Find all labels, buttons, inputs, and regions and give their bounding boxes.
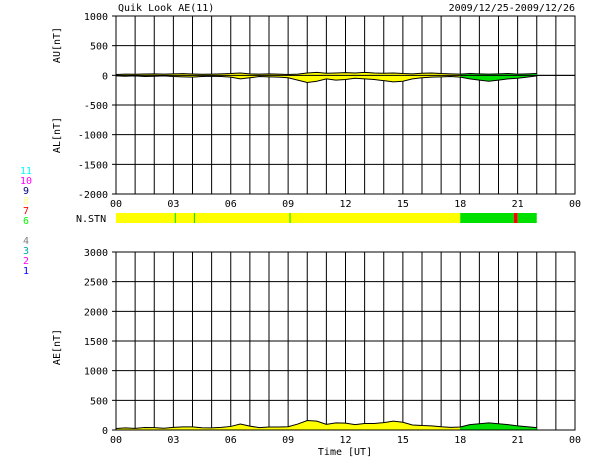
au-al-y-tick-label: -500 [84,101,108,112]
au-al-y-tick-label: -2000 [78,190,108,201]
x-axis-label: Time [UT] [318,447,372,458]
ae-x-tick-label: 03 [167,435,179,446]
station-legend-item: 1 [23,266,29,277]
station-legend-item: 10 [20,176,32,187]
ae-y-tick-label: 500 [90,396,108,407]
ae-ae-line [115,420,537,430]
station-legend-item: 11 [20,166,32,177]
station-legend-item: 5 [23,226,29,237]
ae-x-tick-label: 06 [225,435,237,446]
al-axis-label: AL[nT] [52,117,63,153]
au-axis-label: AU[nT] [52,27,63,63]
station-bar-segment [116,213,461,223]
ae-x-tick-label: 18 [454,435,466,446]
au-al-frame [115,15,576,195]
au-al-x-tick-label: 12 [339,199,351,210]
ae-ae-fill [460,422,537,430]
station-bar-label: N.STN [76,214,106,225]
ae-x-tick-label: 09 [282,435,294,446]
au-al-x-tick-label: 00 [110,199,122,210]
au-al-y-tick-label: -1500 [78,160,108,171]
station-legend-item: 3 [23,246,29,257]
station-legend-item: 7 [23,206,29,217]
ae-ae-fill [116,420,461,430]
ae-y-tick-label: 3000 [84,248,108,259]
station-bar-segment [513,213,518,223]
station-legend-item: 4 [23,236,29,247]
au-al-x-tick-label: 21 [512,199,524,210]
au-al-x-tick-label: 09 [282,199,294,210]
au-al-al-fill [116,75,461,83]
au-al-x-tick-label: 03 [167,199,179,210]
station-bar-segment [460,213,514,223]
station-legend-item: 8 [23,196,29,207]
au-al-x-tick-label: 00 [569,199,581,210]
au-al-au-line [115,71,537,75]
station-bar-segment [517,213,537,223]
au-al-x-tick-label: 06 [225,199,237,210]
au-al-x-tick-label: 18 [454,199,466,210]
au-al-al-line [115,75,537,83]
ae-x-tick-label: 15 [397,435,409,446]
ae-x-tick-label: 00 [569,435,581,446]
ae-y-tick-label: 2500 [84,278,108,289]
au-al-y-tick-label: 500 [90,42,108,53]
date-range: 2009/12/25-2009/12/26 [449,3,575,14]
station-legend-item: 6 [23,216,29,227]
au-al-x-tick-label: 15 [397,199,409,210]
ae-y-tick-label: 1000 [84,367,108,378]
ae-x-tick-label: 12 [339,435,351,446]
ae-y-tick-label: 1500 [84,337,108,348]
au-al-y-tick-label: 1000 [84,12,108,23]
ae-frame [115,251,576,431]
au-al-y-tick-label: 0 [102,71,108,82]
ae-x-tick-label: 21 [512,435,524,446]
au-al-y-tick-label: -1000 [78,131,108,142]
station-legend-item: 9 [23,186,29,197]
ae-y-tick-label: 2000 [84,307,108,318]
ae-y-tick-label: 0 [102,426,108,437]
ae-x-tick-label: 00 [110,435,122,446]
station-legend-item: 2 [23,256,29,267]
ae-axis-label: AE[nT] [52,329,63,365]
chart-title: Quik Look AE(11) [118,3,214,14]
